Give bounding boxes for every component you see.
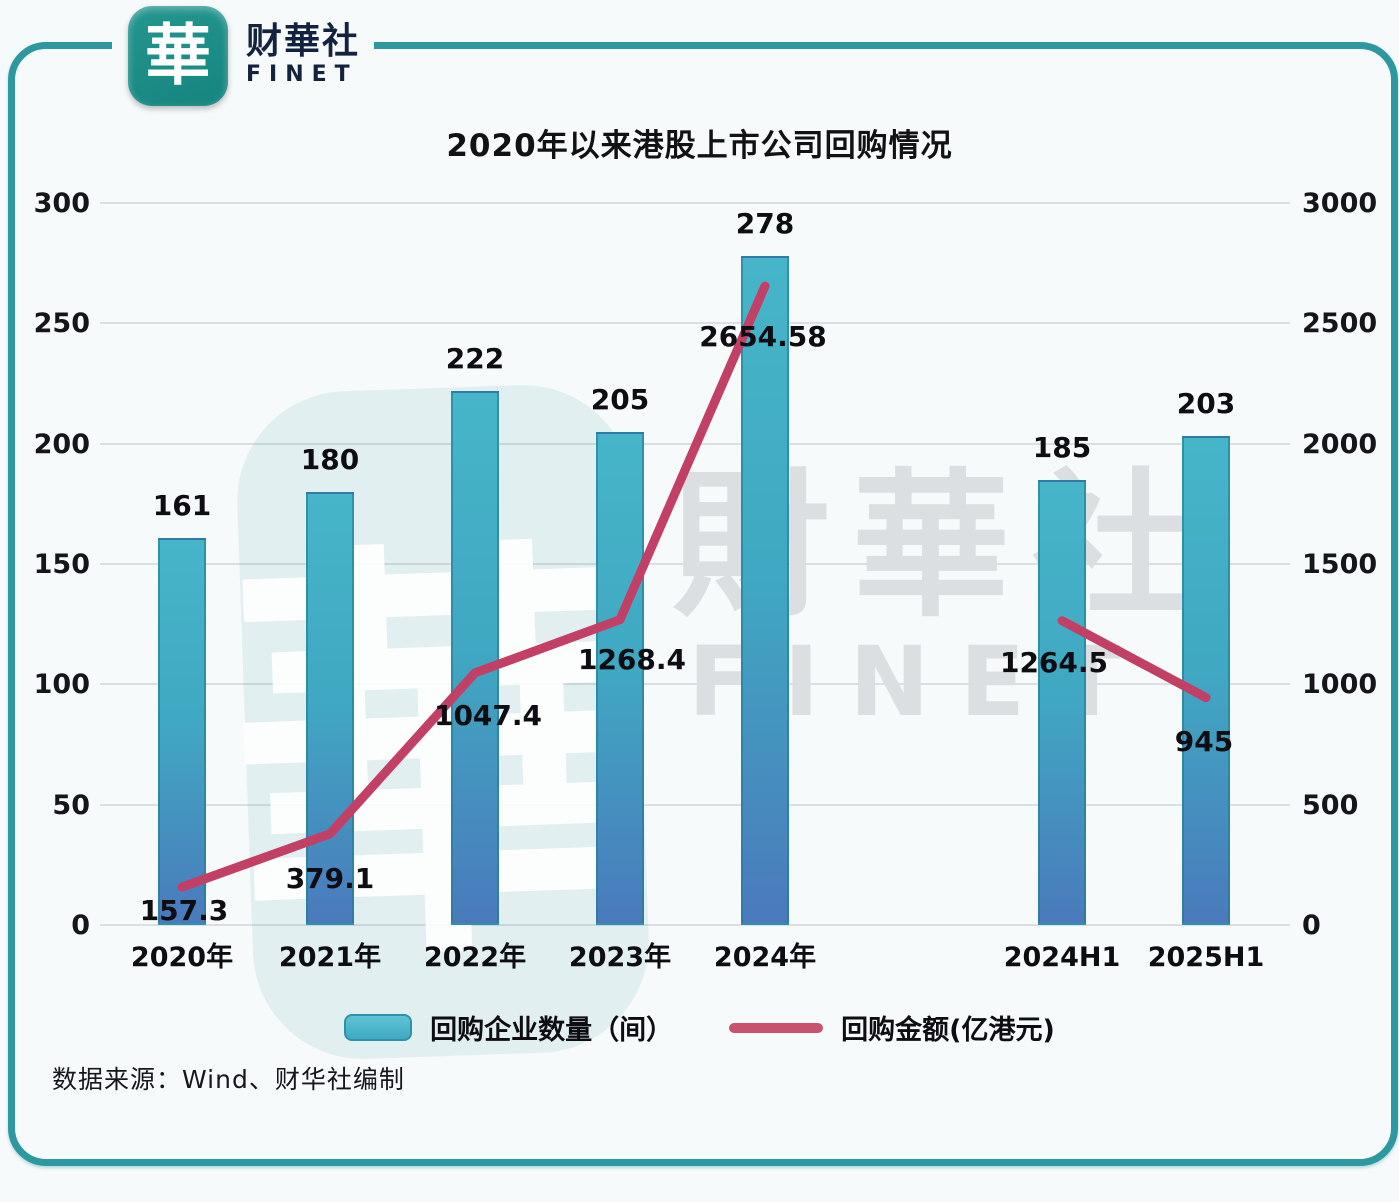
bar-value-label: 278	[735, 206, 795, 240]
left-axis-tick: 200	[33, 428, 90, 460]
bar-value-label: 205	[590, 382, 650, 416]
line-value-label: 379.1	[285, 861, 375, 895]
finet-logo: 華	[128, 6, 228, 106]
buyback-count-bar	[158, 537, 206, 925]
right-axis-tick: 0	[1302, 910, 1321, 941]
legend-line-swatch-icon	[729, 1022, 824, 1033]
bar-value-label: 180	[300, 442, 360, 476]
left-axis-tick: 300	[33, 188, 90, 219]
legend-bar-label: 回购企业数量（间）	[430, 1015, 674, 1046]
right-axis-tick: 2500	[1302, 308, 1378, 340]
brand-block: 财華社 FINET	[246, 22, 360, 88]
teal-frame-border	[8, 42, 1398, 1166]
x-axis-label: 2022年	[423, 942, 527, 973]
buyback-amount-line	[177, 281, 770, 892]
line-value-label: 945	[1174, 724, 1234, 758]
line-value-label: 1268.4	[577, 642, 687, 676]
gridline	[100, 563, 1290, 565]
legend-line-label: 回购金额(亿港元)	[841, 1015, 1055, 1046]
data-source-note: 数据来源：Wind、财华社编制	[52, 1065, 405, 1094]
chart-title: 2020年以来港股上市公司回购情况	[446, 128, 953, 164]
right-axis-tick: 3000	[1302, 188, 1378, 219]
gridline	[100, 924, 1290, 926]
right-axis-tick: 500	[1302, 789, 1359, 821]
left-axis-tick: 250	[33, 308, 90, 340]
legend-bar-swatch-icon	[344, 1014, 413, 1041]
gridline	[100, 683, 1290, 686]
gridline	[100, 322, 1290, 325]
right-axis-tick: 2000	[1302, 428, 1378, 460]
x-axis-label: 2020年	[130, 942, 234, 973]
bar-value-label: 222	[445, 341, 505, 375]
x-axis-label: 2023年	[568, 942, 672, 973]
brand-name-cn: 财華社	[246, 21, 361, 62]
buyback-count-bar	[451, 390, 499, 925]
line-value-label: 157.3	[139, 894, 229, 928]
x-axis-label: 2025H1	[1147, 942, 1265, 973]
x-axis-label: 2024H1	[1003, 942, 1121, 973]
left-axis-tick: 0	[71, 910, 90, 941]
left-axis-tick: 50	[52, 789, 90, 821]
left-axis-tick: 100	[33, 669, 90, 701]
gridline	[100, 202, 1290, 204]
buyback-count-bar	[596, 431, 644, 925]
finet-logo-glyph: 華	[145, 17, 211, 94]
legend: 回购企业数量（间） 回购金额(亿港元)	[0, 1008, 1399, 1047]
x-axis-label: 2021年	[278, 942, 382, 973]
brand-name-en: FINET	[246, 61, 358, 87]
bar-value-label: 161	[152, 488, 212, 522]
bar-value-label: 185	[1032, 430, 1092, 464]
right-axis-tick: 1000	[1302, 669, 1378, 701]
line-value-label: 1047.4	[433, 698, 543, 732]
gridline	[100, 803, 1290, 806]
legend-item-line: 回购金额(亿港元)	[729, 1008, 1055, 1047]
buyback-amount-line	[1057, 616, 1211, 703]
right-axis-tick: 1500	[1302, 549, 1378, 580]
line-value-label: 2654.58	[699, 320, 827, 354]
buyback-count-bar	[741, 255, 789, 925]
buyback-count-bar	[306, 491, 354, 925]
buyback-count-bar	[1038, 479, 1086, 925]
left-axis-tick: 150	[33, 549, 90, 580]
line-value-label: 1264.5	[999, 645, 1109, 679]
x-axis-label: 2024年	[713, 942, 817, 973]
legend-item-bar: 回购企业数量（间）	[344, 1008, 673, 1047]
bar-value-label: 203	[1176, 387, 1236, 421]
